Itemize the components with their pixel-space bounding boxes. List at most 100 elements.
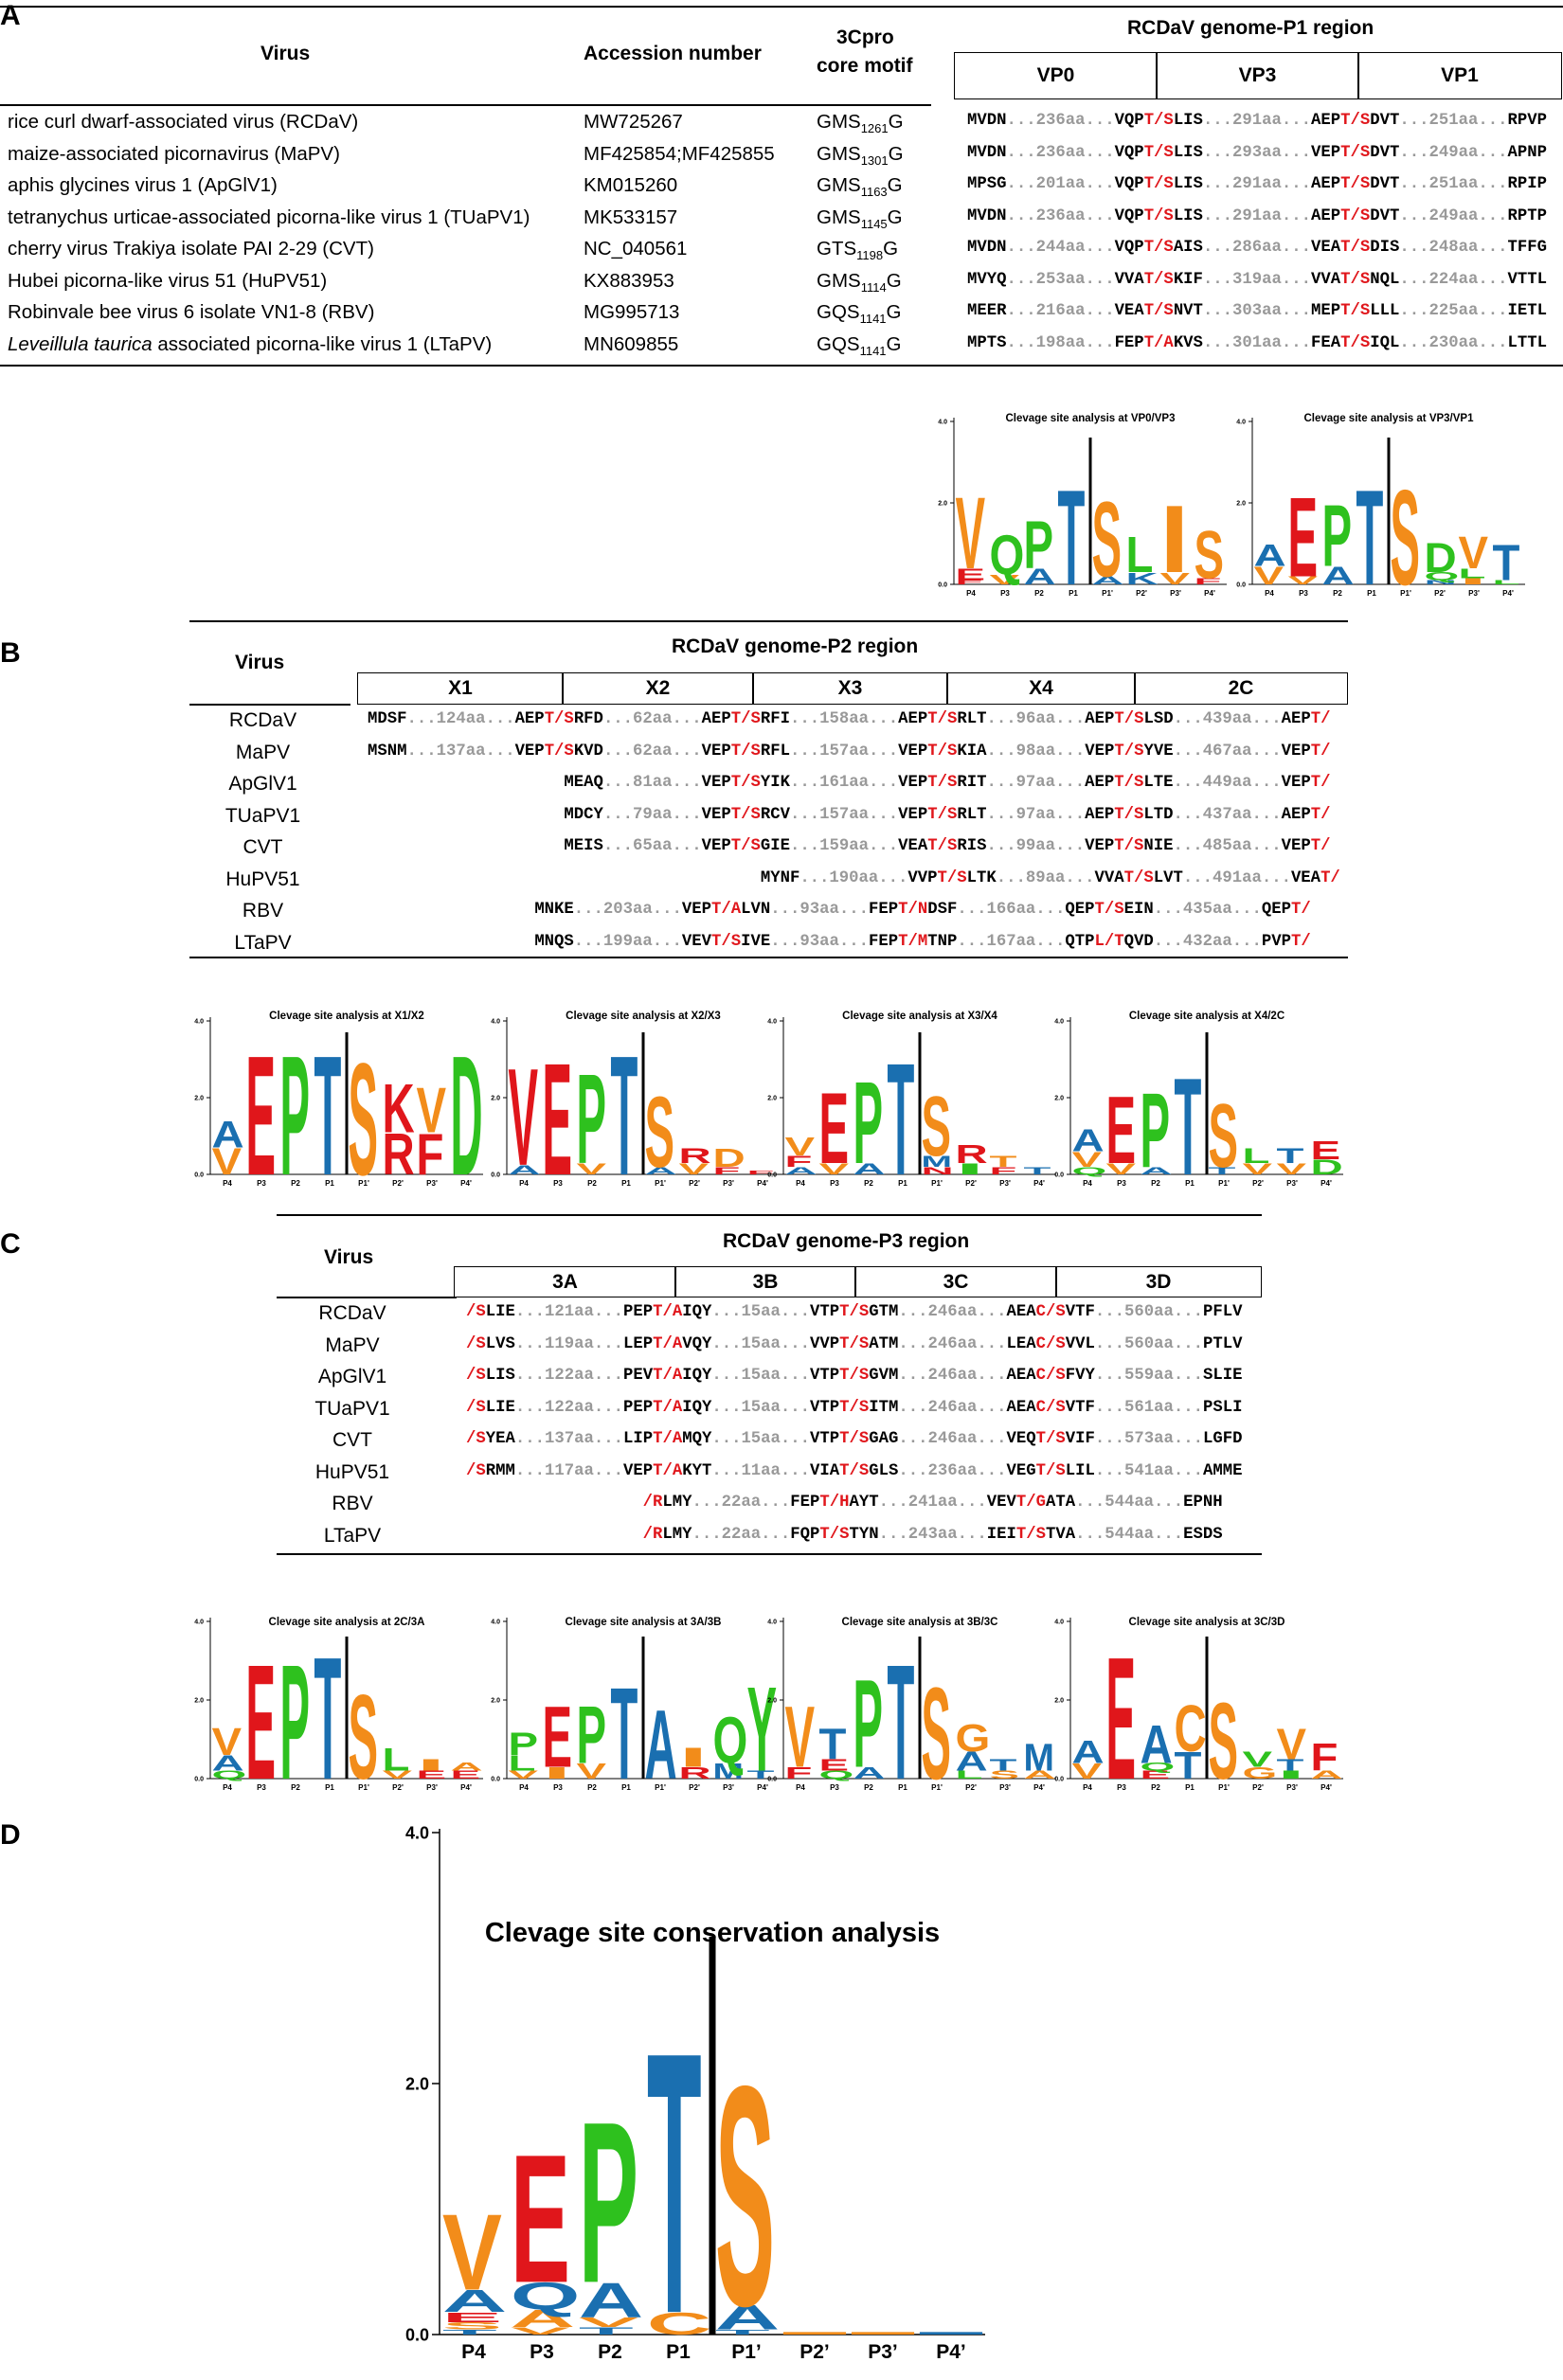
seq-fragment: /S [466,1303,486,1321]
sequence: MVDN...236aa...VQPT/SLIS...291aa...AEPT/… [967,207,1547,225]
seq-fragment: T/S [1143,206,1174,225]
seq-fragment: T/S [1143,239,1174,257]
logo-letter: T [989,1756,1016,1774]
x-tick-label: P2' [1434,589,1446,598]
seq-fragment: ...559aa... [1094,1367,1203,1385]
seq-fragment: KVD [573,742,603,761]
x-tick-label: P2 [1034,589,1044,598]
y-tick-label: 2.0 [194,1697,204,1704]
logo-vp0-vp3: 4.0 2.0 0.0 Clevage site analysis at VP0/VP… [938,413,1227,611]
logo-letter: A [579,2273,643,2327]
logo-letter: A [1140,1165,1172,1176]
y-tick-label: 0.0 [1236,582,1246,588]
seq-fragment: LIS [485,1367,515,1385]
seq-fragment: ...560aa... [1094,1334,1203,1353]
seq-fragment: ITM [869,1398,899,1417]
seq-fragment: ...544aa... [1075,1494,1184,1512]
seq-fragment: VVP [907,868,938,887]
x-tick-label: P2 [291,1179,300,1188]
x-tick-label: P4 [519,1783,529,1792]
seq-fragment: /S [466,1367,486,1385]
seq-fragment: ...157aa... [790,742,899,761]
seq-fragment: MEP [1311,302,1341,320]
y-tick-label: 2.0 [491,1095,500,1101]
logo-letter: C [1174,1691,1206,1765]
row-virus-name: TUaPV1 [225,804,301,827]
logo-letter: V [1242,1160,1272,1178]
seq-fragment: RFD [573,710,603,728]
motif-position: 1261 [860,121,889,136]
seq-fragment: /R [642,1525,663,1544]
seq-fragment: MVDN [967,143,1007,162]
seq-fragment: LIS [1173,112,1203,130]
seq-fragment: ...15aa... [711,1398,811,1417]
panel-c-top-rule [277,1214,1262,1216]
logo-letter: A [1071,1122,1104,1158]
seq-fragment: EIN [1123,901,1154,919]
logo-letter: S [348,1031,378,1201]
panel-label-c: C [0,1228,21,1260]
x-tick-label: P3' [426,1179,438,1188]
logo-letter: V [211,1142,242,1183]
panel-a-col-motif-1: 3Cpro [836,27,894,48]
seq-fragment: T/S [839,1461,870,1480]
panel-label-d: D [0,1819,21,1851]
seq-fragment: T/S [839,1398,870,1417]
seq-fragment: KIF [1173,270,1203,289]
x-tick-label: P2' [1252,1783,1264,1792]
motif-position: 1301 [860,152,889,168]
logo-letter: E [542,1689,572,1786]
seq-fragment: VVP [810,1334,840,1353]
accession-number: MF425854;MF425855 [584,142,775,165]
seq-fragment: T/S [1340,239,1371,257]
x-tick-label: P3 [830,1783,839,1792]
virus-name: maize-associated picornavirus (MaPV) [8,142,340,165]
seq-fragment: AYT [849,1494,879,1512]
seq-fragment: VEP [701,837,731,855]
seq-fragment: ATA [1045,1494,1076,1512]
x-tick-label: P2' [965,1783,977,1792]
seq-fragment: T/ [1310,805,1331,824]
seq-fragment: ...251aa... [1399,175,1508,193]
panel-a-region-title: RCDaV genome-P1 region [1127,17,1374,39]
x-tick-label: P3 [1117,1783,1126,1792]
x-tick-label: P4' [1033,1783,1045,1792]
logo-letter: V [579,2315,638,2330]
row-virus-name: TUaPV1 [314,1397,390,1420]
logo-letter: A [211,1751,243,1776]
x-tick-label: P2’ [799,2341,830,2363]
seq-fragment: AEP [1281,805,1311,824]
x-tick-label: P1' [931,1783,943,1792]
row-virus-name: RBV [332,1493,373,1514]
seq-fragment: ...79aa... [602,805,702,824]
panel-b-segment-x3: X3 [752,672,948,705]
logo-letter: A [442,2284,507,2319]
panel-b-segment-2c: 2C [1134,672,1348,705]
panel-a-col-accession: Accession number [584,43,762,64]
logo-letter: G [1242,1763,1277,1781]
seq-fragment: PEP [622,1398,654,1417]
seq-fragment: VEP [898,805,928,824]
seq-fragment: LEA [1006,1334,1036,1353]
logo-letter-residue [919,2332,983,2335]
logo-letter: V [442,2192,502,2313]
logo-title: Clevage site analysis at 3C/3D [1129,1617,1285,1628]
logo-letter: E [416,1769,446,1781]
x-tick-label: P4' [757,1783,768,1792]
logo-letter: T [442,2328,497,2335]
seq-fragment: LMY [662,1525,692,1544]
seq-fragment: VVA [1094,868,1124,887]
logo-letter: E [1310,1136,1340,1165]
seq-fragment: NIE [1143,837,1174,855]
sequence: /SLVS...119aa...LEPT/AVQY...15aa...VVPT/… [466,1335,1242,1353]
seq-fragment: IQL [1370,333,1400,352]
seq-fragment: T/S [819,1525,850,1544]
logo-letter: T [887,1630,914,1805]
seq-fragment: T/S [839,1334,870,1353]
seq-fragment: LTD [1143,805,1174,824]
logo-letter: I [542,1763,571,1781]
panel-a-segment-vp0: VP0 [954,52,1158,99]
logo-letter: T [579,2325,634,2336]
seq-fragment: VQP [1114,175,1144,193]
logo-letter: C [647,2307,711,2342]
